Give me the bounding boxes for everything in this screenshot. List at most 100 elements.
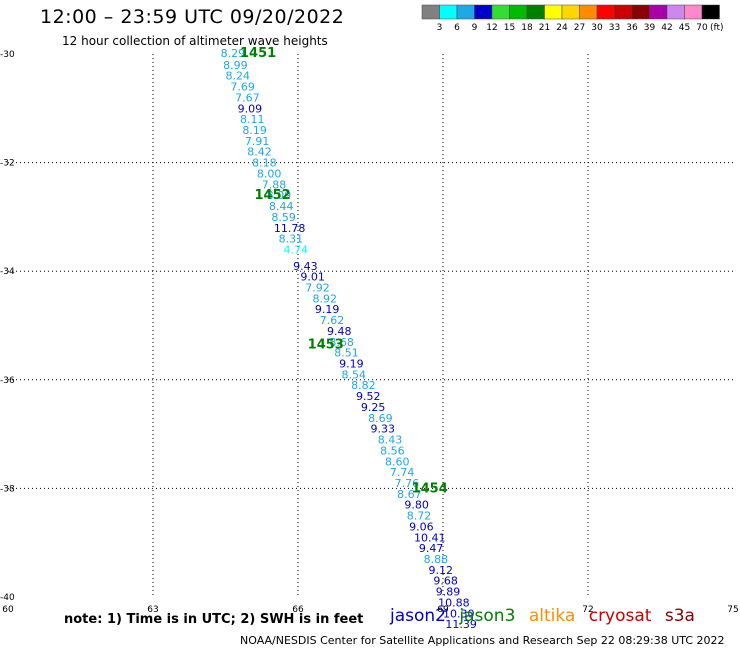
x-tick-label: 69 — [437, 605, 449, 615]
pass-label: 1453 — [308, 338, 344, 353]
data-point: 8.51 — [334, 347, 359, 360]
data-point: 7.67 — [235, 91, 260, 104]
data-point: 8.99 — [223, 59, 248, 72]
data-point: 8.42 — [247, 146, 272, 159]
legend-swatch — [631, 4, 650, 20]
data-point: 9.33 — [371, 423, 396, 436]
x-tick-label: 75 — [727, 605, 738, 615]
data-point: 8.56 — [380, 444, 405, 457]
data-point: 9.48 — [327, 325, 352, 338]
satellite-cryosat: cryosat — [588, 606, 652, 626]
legend-swatch — [684, 4, 703, 20]
data-point: 11.78 — [274, 222, 306, 235]
data-point: 10.88 — [438, 596, 470, 609]
legend-label: 12 — [486, 23, 497, 33]
data-point: 8.69 — [368, 412, 393, 425]
data-point: 8.82 — [351, 379, 376, 392]
data-point: 8.60 — [385, 455, 410, 468]
data-point: 8.18 — [252, 157, 276, 170]
y-tick-label: -38 — [0, 484, 15, 494]
legend-swatch — [526, 4, 545, 20]
data-point: 9.80 — [404, 499, 429, 512]
data-point: 11.39 — [445, 618, 477, 631]
data-point: 9.43 — [293, 260, 318, 273]
legend-swatch — [666, 4, 685, 20]
legend-label: 21 — [539, 23, 550, 33]
data-point: 7.62 — [320, 314, 345, 327]
data-point: 8.59 — [271, 211, 296, 224]
data-point: 9.89 — [436, 586, 461, 599]
legend-label: 30 — [591, 23, 603, 33]
data-point: 4.74 — [284, 243, 309, 256]
footer-note: note: 1) Time is in UTC; 2) SWH is in fe… — [64, 612, 364, 627]
data-point: 9.19 — [339, 358, 364, 371]
pass-label: 1452 — [255, 188, 291, 203]
x-tick-label: 63 — [147, 605, 158, 615]
legend-swatch — [509, 4, 528, 20]
legend-swatch — [579, 4, 598, 20]
data-point: 8.43 — [378, 434, 403, 447]
x-tick-label: 72 — [582, 605, 593, 615]
legend-swatch — [544, 4, 563, 20]
data-point: 9.12 — [429, 564, 454, 577]
legend-label: 39 — [644, 23, 656, 33]
data-point: 8.72 — [407, 510, 432, 523]
legend-label: 42 — [661, 23, 672, 33]
data-point: 8.19 — [242, 124, 267, 137]
y-tick-label: -40 — [0, 593, 15, 603]
data-point: 8.68 — [329, 336, 354, 349]
pass-label: 1454 — [412, 481, 448, 496]
data-point: 8.54 — [342, 368, 367, 381]
legend-label: 15 — [504, 23, 515, 33]
legend-swatch — [421, 4, 440, 20]
legend-swatch — [701, 4, 720, 20]
x-tick-label: 66 — [292, 605, 304, 615]
data-point: 7.88 — [262, 178, 287, 191]
satellite-s3a: s3a — [664, 606, 695, 626]
satellite-jason3: jason3 — [459, 606, 516, 626]
data-point: 8.92 — [313, 292, 338, 305]
data-point: 8.24 — [226, 70, 251, 83]
legend-unit: (ft) — [710, 23, 724, 33]
legend-label: 6 — [454, 23, 460, 33]
data-point: 9.01 — [300, 271, 325, 284]
data-point: 9.68 — [433, 575, 458, 588]
y-tick-label: -34 — [0, 267, 15, 277]
legend-swatch — [596, 4, 615, 20]
legend-label: 70 — [696, 23, 708, 33]
legend-label: 24 — [556, 23, 568, 33]
data-point: 9.09 — [238, 102, 262, 115]
data-point: 8.67 — [397, 488, 422, 501]
data-point: 9.25 — [361, 401, 386, 414]
pass-label: 1451 — [240, 46, 276, 61]
data-point: 8.09 — [267, 189, 292, 202]
y-tick-label: -36 — [0, 376, 15, 386]
legend-label: 18 — [521, 23, 533, 33]
legend-label: 27 — [574, 23, 585, 33]
legend-label: 33 — [609, 23, 620, 33]
data-point: 9.52 — [356, 390, 381, 403]
data-point: 9.19 — [315, 303, 340, 316]
legend-swatch — [439, 4, 458, 20]
legend-swatch — [614, 4, 633, 20]
legend-swatch — [474, 4, 493, 20]
legend-swatch — [561, 4, 580, 20]
data-point: 7.91 — [245, 135, 269, 148]
footer-credit: NOAA/NESDIS Center for Satellite Applica… — [240, 634, 725, 647]
chart-title: 12:00 – 23:59 UTC 09/20/2022 — [40, 6, 345, 28]
data-point: 7.74 — [390, 466, 415, 479]
data-point: 7.69 — [230, 81, 255, 94]
satellite-altika: altika — [528, 606, 576, 626]
legend-label: 45 — [679, 23, 690, 33]
legend-swatch — [456, 4, 475, 20]
satellite-jason2: jason2 — [390, 606, 446, 626]
data-point: 10.30 — [443, 607, 475, 620]
data-point: 9.47 — [419, 542, 444, 555]
legend-label: 3 — [437, 23, 443, 33]
satellite-legend: jason2 jason3 altika cryosat s3a — [390, 606, 703, 626]
y-tick-label: -30 — [0, 50, 15, 60]
data-point: 8.11 — [240, 113, 265, 126]
legend-swatch — [491, 4, 510, 20]
data-point: 10.41 — [414, 531, 446, 544]
